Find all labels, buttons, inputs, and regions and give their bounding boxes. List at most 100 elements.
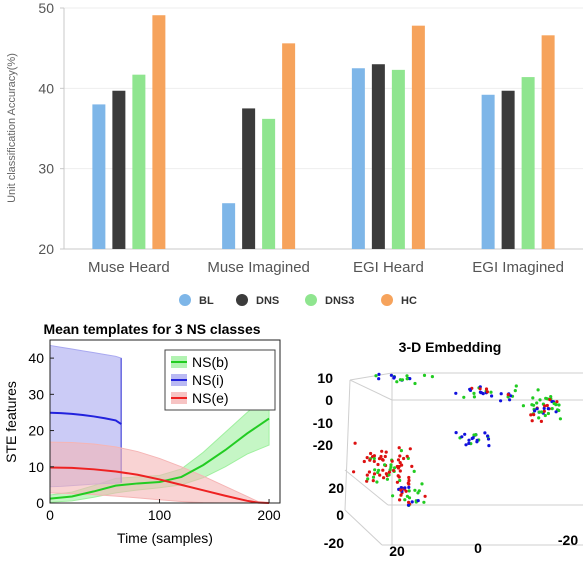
embedding-point [405,374,409,378]
bar-bl-3 [481,94,495,249]
embedding-point [514,384,518,388]
embedding-point [412,469,416,473]
line-nsb [49,417,270,500]
embedding-point [384,450,388,454]
line-legend: NS(b) NS(i) NS(e) [164,349,276,411]
embedding-point [397,475,401,479]
bar-dns3-0 [132,74,146,249]
embedding-point [369,451,373,456]
embedding-z-tick: -10 [313,415,333,431]
embedding-point [479,391,483,395]
bar-category-label: Muse Heard [88,259,170,276]
embedding-point [362,459,366,464]
embedding-point [383,463,387,467]
legend-label: NS(e) [192,390,229,406]
embedding-point [474,433,478,437]
embedding-point [416,499,420,503]
embedding-x-tick: 20 [389,543,405,559]
embedding-box-edge [349,372,393,381]
embedding-point [365,473,369,477]
embedding-point [422,500,426,504]
embedding-point [557,403,561,407]
line-chart-title: Mean templates for 3 NS classes [43,321,260,337]
embedding-point [352,470,356,474]
line-x-axis-label: Time (samples) [117,530,213,546]
embedding-point [387,473,391,477]
embedding-point [513,389,517,393]
embedding-point [549,395,553,399]
embedding-point [407,489,411,493]
embedding-point [383,454,387,459]
embedding-point [391,494,395,498]
embedding-point [430,375,434,379]
embedding-point [552,401,556,406]
embedding-point [381,468,385,472]
embedding-point [403,498,407,502]
embedding-point [372,472,377,476]
embedding-point [486,434,490,438]
embedding-point [548,398,552,402]
y-tick-label: 40 [28,350,44,366]
embedding-point [475,438,479,442]
embedding-point [413,381,417,386]
x-tick-label: 0 [46,507,54,523]
embedding-point [389,463,393,467]
embedding-z-tick: 0 [325,392,333,408]
embedding-point [499,399,503,403]
embedding-point [395,380,399,384]
embedding-point [377,372,381,376]
embedding-point [529,413,533,417]
y-tick-label: 0 [36,495,44,511]
embedding-point [392,468,396,473]
bar-hc-1 [282,43,296,250]
embedding-point [420,482,424,486]
legend-swatch-bl [179,294,191,306]
embedding-point [478,387,482,391]
embedding-point [372,456,376,461]
embedding-point [499,392,503,396]
embedding-point [410,500,414,504]
line-y-axis-label: STE features [3,381,19,463]
embedding-point [388,468,392,472]
embedding-point [489,390,493,394]
bar-bl-0 [92,104,106,250]
embedding-box-edge [344,469,389,506]
embedding-point [399,493,403,497]
embedding-point [371,475,376,479]
embedding-point [385,477,389,481]
embedding-point [530,419,534,423]
embedding-point [387,470,391,474]
embedding-point [531,396,535,400]
legend-label: DNS3 [325,295,354,307]
embedding-point [375,480,379,484]
embedding-box [344,372,583,546]
embedding-point [554,410,558,414]
embedding-point [487,444,491,448]
embedding-point [535,401,539,405]
legend-label: DNS [256,295,279,307]
embedding-point [413,488,417,492]
embedding-point [521,404,526,408]
bar-dns-3 [501,90,515,249]
embedding-box-edge [349,379,393,401]
bar-y-ticks: 20 30 40 50 [38,0,64,257]
embedding-point [393,466,397,470]
embedding-points [352,372,563,507]
embedding-point [398,498,402,502]
embedding-point [406,503,411,507]
embedding-z-tick: -20 [313,437,333,453]
embedding-point [365,456,369,460]
embedding-y-tick: 0 [336,507,344,523]
embedding-point [398,469,402,473]
embedding-point [467,441,471,445]
bar-hc-3 [541,35,555,250]
embedding-point [407,478,411,483]
embedding-point [407,475,411,480]
line-nsi [49,411,122,425]
embedding-point [407,496,412,500]
bar-chart: 20 30 40 50 Muse Heard Muse Imagined EGI Hear… [6,0,583,307]
embedding-point [382,476,386,480]
embedding-3d-scatter: 3-D Embedding 10 0 -10 -20 20 0 -20 20 0 -20 [313,339,583,559]
embedding-point [407,485,411,489]
